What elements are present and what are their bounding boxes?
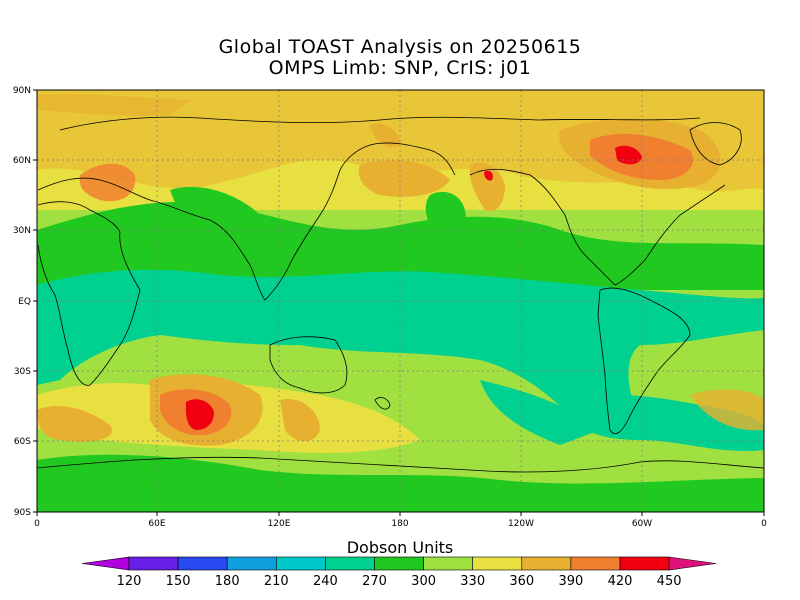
ozone-arctic-orange [37,94,190,116]
ozone-south-indian-max [185,399,214,430]
ozone-south-green-band [37,454,764,512]
colorbar-swatch [570,556,621,571]
colorbar-swatch [226,556,277,571]
coast-greenland [689,122,742,166]
lon-label-0-west: 0 [34,519,40,529]
lat-label-30n: 30N [13,226,31,236]
colorbar-over-triangle [668,556,717,571]
ozone-pacific-green-patch [425,191,466,235]
ozone-field [37,90,764,512]
graticule [37,90,764,512]
lat-label-60s: 60S [14,437,31,447]
colorbar-labels: 120 150 180 210 240 270 300 330 360 390 420 450 [117,574,682,589]
colorbar-swatch [521,556,572,571]
ozone-south-atlantic-east-orange [690,389,764,431]
colorbar-label: 120 [117,574,142,589]
ozone-canada-max [615,145,642,165]
colorbar-label: 420 [608,574,633,589]
ozone-south-atlantic-orange [37,405,112,442]
colorbar-swatch [325,556,375,571]
colorbar-label: 150 [166,574,191,589]
lat-label-90n: 90N [13,86,31,96]
colorbar-swatch [374,556,424,571]
tick-marks [33,89,765,516]
lat-label-eq: EQ [18,297,31,307]
colorbar-swatch [619,556,670,571]
colorbar-label: 210 [264,574,289,589]
lon-label-0-east: 0 [761,519,767,529]
coast-antarctica [37,456,764,473]
coast-arctic [59,116,701,131]
colorbar-label: 240 [313,574,338,589]
colorbar-swatch [472,556,523,571]
colorbar-label: 300 [411,574,436,589]
colorbar-under-triangle [81,556,130,571]
colorbar-swatch [177,556,228,571]
lon-label-120e: 120E [268,519,291,529]
ozone-siberia-orange [370,123,400,147]
ozone-tropical-band [37,269,764,430]
ozone-alaska-light-orange [469,162,505,212]
lat-label-90s: 90S [14,508,31,518]
coast-north-america [469,168,726,286]
coast-south-america [597,287,691,434]
lon-label-180: 180 [391,519,408,529]
coast-africa [37,201,141,386]
map-title-line1: Global TOAST Analysis on 20250615 [218,36,582,58]
colorbar-label: 450 [657,574,682,589]
lon-label-120w: 120W [508,519,534,529]
coastlines [37,116,764,473]
colorbar-title: Dobson Units [347,538,454,557]
coast-new-zealand [374,397,391,410]
lat-label-30s: 30S [14,367,31,377]
map-title-line2: OMPS Limb: SNP, CrIS: j01 [268,57,532,79]
latitude-labels: 90N 60N 30N EQ 30S 60S 90S [13,86,31,518]
colorbar-label: 330 [460,574,485,589]
ozone-south-pacific-teal [480,380,600,445]
ozone-north-orange-haze [37,90,764,192]
colorbar-swatch [275,556,326,571]
colorbar [81,556,717,571]
coast-eurasia [37,142,456,301]
colorbar-label: 180 [215,574,240,589]
longitude-labels: 0 60E 120E 180 120W 60W 0 [34,519,767,529]
colorbar-label: 270 [362,574,387,589]
ozone-pacific-light-orange [358,160,450,197]
ozone-alaska-spot [484,170,493,181]
lon-label-60e: 60E [148,519,165,529]
colorbar-swatch [423,556,474,571]
lon-label-60w: 60W [632,519,652,529]
lat-label-60n: 60N [13,156,31,166]
colorbar-label: 360 [509,574,534,589]
ozone-tasman-orange [280,399,320,442]
colorbar-label: 390 [558,574,583,589]
coast-australia [269,336,348,394]
colorbar-swatch [128,556,179,571]
ozone-asia-green-patch [170,186,260,240]
